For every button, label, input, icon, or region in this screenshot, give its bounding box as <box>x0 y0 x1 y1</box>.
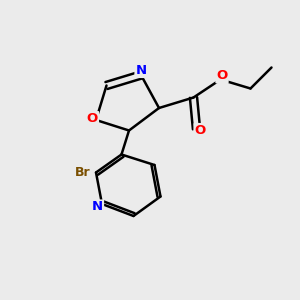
Text: O: O <box>87 112 98 125</box>
Text: N: N <box>92 200 103 214</box>
Text: O: O <box>216 69 228 82</box>
Text: O: O <box>194 124 206 137</box>
Text: Br: Br <box>75 166 90 179</box>
Text: N: N <box>135 64 147 77</box>
